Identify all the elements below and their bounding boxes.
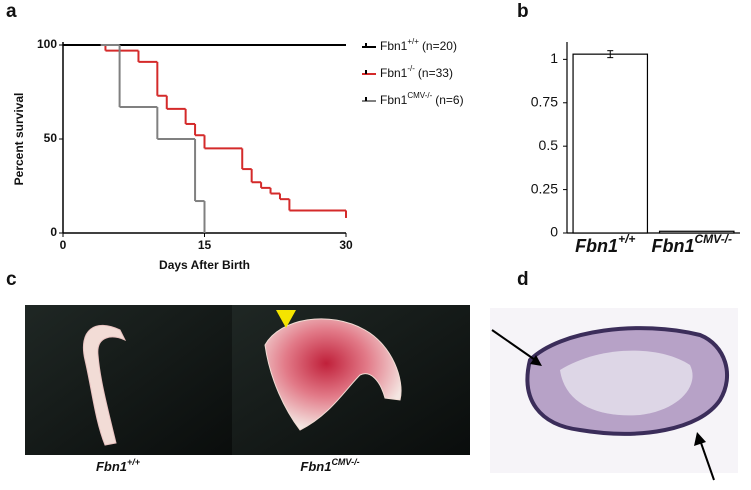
category-genotype: CMV-/- — [694, 232, 732, 246]
x-axis-title: Days After Birth — [159, 258, 250, 272]
panel-label: b — [517, 1, 529, 22]
y-tick-label: 0.75 — [531, 93, 558, 109]
legend-name: Fbn1 — [380, 93, 408, 107]
aorta-image — [83, 324, 127, 446]
legend-count: (n=20) — [422, 39, 457, 53]
caption-genotype: CMV-/- — [331, 457, 359, 467]
legend-entry: Fbn1CMV-/- (n=6) — [380, 91, 464, 107]
legend-count: (n=33) — [418, 66, 453, 80]
legend-name: Fbn1 — [380, 66, 408, 80]
legend-genotype: -/- — [407, 64, 415, 73]
arrow — [699, 439, 715, 481]
x-tick-label: 30 — [339, 238, 353, 252]
bar — [658, 230, 735, 234]
y-tick-label: 50 — [44, 131, 58, 145]
y-tick-label: 100 — [37, 37, 57, 51]
legend-name: Fbn1 — [380, 39, 408, 53]
photo-caption: Fbn1+/+ — [96, 457, 141, 474]
y-tick-label: 0.25 — [531, 180, 558, 196]
panel-label: d — [517, 269, 529, 290]
x-tick-label: 0 — [60, 238, 67, 252]
y-tick-label: 1 — [550, 50, 558, 66]
bar — [572, 53, 649, 234]
legend-entry: Fbn1-/- (n=33) — [380, 64, 453, 80]
legend-genotype: CMV-/- — [407, 91, 432, 100]
legend-count: (n=6) — [435, 93, 463, 107]
arrowhead — [276, 310, 296, 328]
photo-caption: Fbn1CMV-/- — [300, 457, 359, 474]
arrowhead — [694, 432, 706, 446]
arrowhead — [530, 355, 542, 366]
caption-name: Fbn1 — [96, 459, 127, 474]
x-tick-label: Fbn1CMV-/- — [651, 232, 732, 256]
legend-genotype: +/+ — [407, 37, 419, 46]
aneurysm-image — [264, 318, 402, 431]
caption-name: Fbn1 — [300, 459, 331, 474]
y-tick-label: 0.5 — [539, 137, 559, 153]
photo — [25, 305, 232, 455]
panel-label: c — [6, 269, 17, 290]
y-axis-title: Percent survival — [12, 93, 26, 186]
x-tick-label: Fbn1+/+ — [575, 232, 635, 256]
caption-genotype: +/+ — [127, 457, 141, 467]
legend-entry: Fbn1+/+ (n=20) — [380, 37, 457, 53]
x-tick-label: 15 — [198, 238, 212, 252]
category-name: Fbn1 — [651, 236, 694, 256]
y-tick-label: 0 — [50, 225, 57, 239]
category-name: Fbn1 — [575, 236, 618, 256]
panel-label: a — [6, 1, 17, 22]
arrow — [491, 329, 539, 363]
category-genotype: +/+ — [618, 232, 635, 246]
y-tick-label: 0 — [550, 224, 558, 240]
lumen — [560, 350, 693, 416]
